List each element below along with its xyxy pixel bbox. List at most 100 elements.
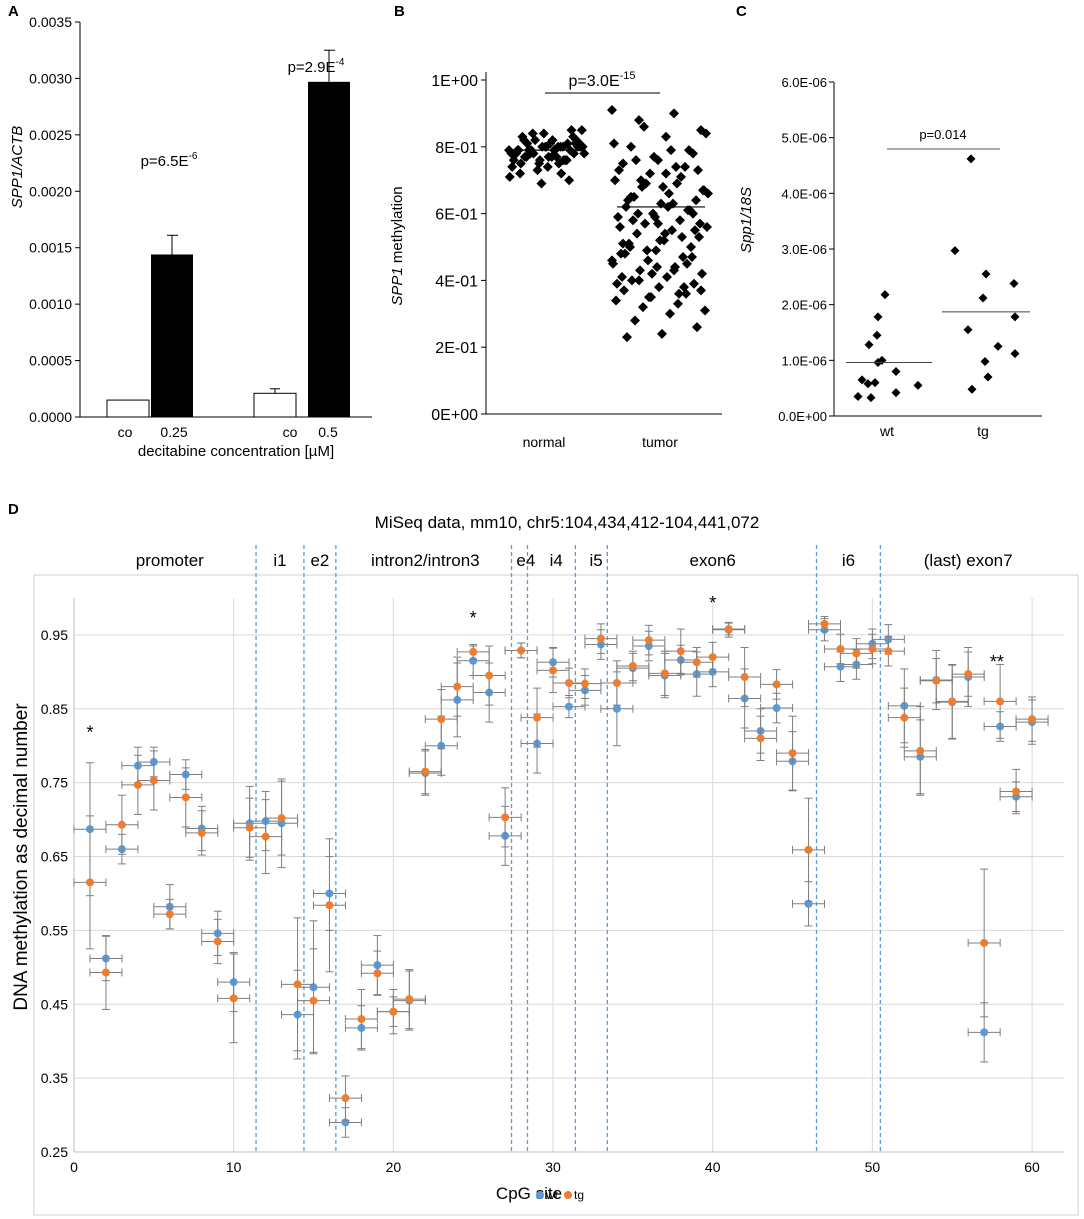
panel-a-xtick-0: co [118,424,133,440]
panel-d-xtick-label: 10 [226,1159,242,1175]
panel-a-ytick-label: 0.0030 [29,70,72,86]
panel-b-point-tumor [644,292,654,303]
panel-b-point-tumor [676,171,686,182]
panel-b-point-normal [542,161,553,172]
panel-d-tg-point [325,901,334,910]
panel-letter-a: A [8,3,19,20]
panel-d-tg-point [788,749,797,758]
panel-d-region-label: i5 [590,551,603,570]
panel-d-tg-point [341,1094,350,1103]
panel-b-point-normal [532,165,543,176]
panel-b-point-normal [547,135,558,146]
panel-d-xtick-label: 40 [705,1159,721,1175]
panel-b-point-normal [504,171,515,182]
panel-b-point-tumor [653,218,663,229]
panel-d-tg-point [245,823,254,832]
panel-b-point-tumor [651,245,661,256]
panel-c-point-wt [880,290,890,300]
panel-c-point-wt [891,366,901,376]
panel-c-point-wt [891,388,901,398]
panel-a-xtick-2: co [283,424,298,440]
panel-b-ytick-label: 4E-01 [435,273,478,290]
panel-b-point-tumor [660,228,670,239]
panel-c-xtick-tg: tg [977,423,989,439]
panel-b-point-tumor [667,225,677,236]
panel-b-point-tumor [649,151,659,162]
panel-a-bar-treated [308,81,350,418]
panel-d-region-label: i6 [842,551,855,570]
panel-d-tg-point [197,828,206,837]
legend-wt-label: wt [545,1188,559,1202]
panel-b-point-normal [538,128,549,139]
panel-d-tg-point [660,669,669,678]
panel-c-point-tg [967,384,977,394]
panel-c-point-tg [963,325,973,335]
panel-d-tg-point [948,697,957,706]
panel-b-xtick-normal: normal [523,434,566,450]
panel-d-ytick-label: 0.25 [41,1144,68,1160]
panel-d-tg-point [437,715,446,724]
panel-b-point-tumor [607,105,617,116]
panel-c-ytick-label: 0.0E+00 [778,409,827,424]
panel-d-ytick-label: 0.35 [41,1070,68,1086]
panel-d-tg-point [165,910,174,919]
panel-b-point-tumor [669,108,679,119]
panel-d-tg-point [133,780,142,789]
panel-d-region-label: i4 [550,551,563,570]
panel-d-tg-point [293,980,302,989]
panel-d-tg-point [565,678,573,687]
panel-b-point-tumor [677,231,687,242]
panel-d-ytick-label: 0.45 [41,996,68,1012]
panel-a: A SPP1/ACTB decitabine concentration [µM… [8,3,345,460]
panel-b-point-tumor [634,275,644,286]
panel-b-point-normal [579,148,590,159]
panel-d-tg-point [389,1007,398,1016]
panel-d-xtick-label: 50 [865,1159,881,1175]
panel-d-tg-point [852,649,861,658]
panel-c-ytick-label: 4.0E-06 [781,186,827,201]
panel-d-tg-point [708,653,717,662]
panel-a-bar-control [253,392,297,418]
panel-b-point-tumor [620,248,630,259]
panel-c-ytick-label: 3.0E-06 [781,242,827,257]
panel-a-ytick-label: 0.0025 [29,127,72,143]
panel-a-xlabel: decitabine concentration [µM] [138,443,334,460]
panel-b-point-tumor [672,178,682,189]
panel-d-tg-point [101,968,110,977]
panel-b-point-tumor [700,305,710,316]
panel-d-significance: ** [990,652,1004,672]
panel-b-point-tumor [692,322,702,333]
panel-c-ylabel: Spp1/18S [738,187,755,253]
panel-a-xtick-1: 0.25 [160,424,187,440]
panel-b-point-normal [517,131,528,142]
panel-b-ytick-label: 0E+00 [431,407,478,424]
panel-b-point-normal [576,125,587,136]
panel-b-point-tumor [697,268,707,279]
panel-d-tg-point [453,682,462,691]
panel-c-point-tg [1009,279,1019,289]
panel-b-point-tumor [657,328,667,339]
panel-b-point-tumor [661,131,671,142]
panel-b-point-normal [509,148,520,159]
panel-d-ytick-label: 0.85 [41,701,68,717]
panel-d-tg-point [724,625,733,634]
panel-a-pvalue-1: p=6.5E-6 [141,151,198,170]
panel-b-point-normal [571,135,582,146]
panel-d-ytick-label: 0.75 [41,775,68,791]
panel-b-point-tumor [632,228,642,239]
panel-b-pvalue: p=3.0E-15 [568,70,635,90]
panel-d-tg-point [612,678,621,687]
panel-d-significance: * [709,593,716,613]
panel-a-ytick-label: 0.0015 [29,240,72,256]
panel-b-point-tumor [618,158,628,169]
panel-d-tg-point [692,658,701,667]
panel-b-point-normal [522,138,533,149]
panel-c-xtick-wt: wt [879,423,894,439]
panel-b-point-tumor [702,221,712,232]
panel-b-point-tumor [610,175,620,186]
panel-d-xlabel: CpG site [496,1184,562,1203]
panel-b-point-tumor [679,282,689,293]
legend-tg-label: tg [574,1188,584,1202]
panel-b-point-tumor [652,262,662,273]
panel-d-xtick-label: 30 [545,1159,561,1175]
